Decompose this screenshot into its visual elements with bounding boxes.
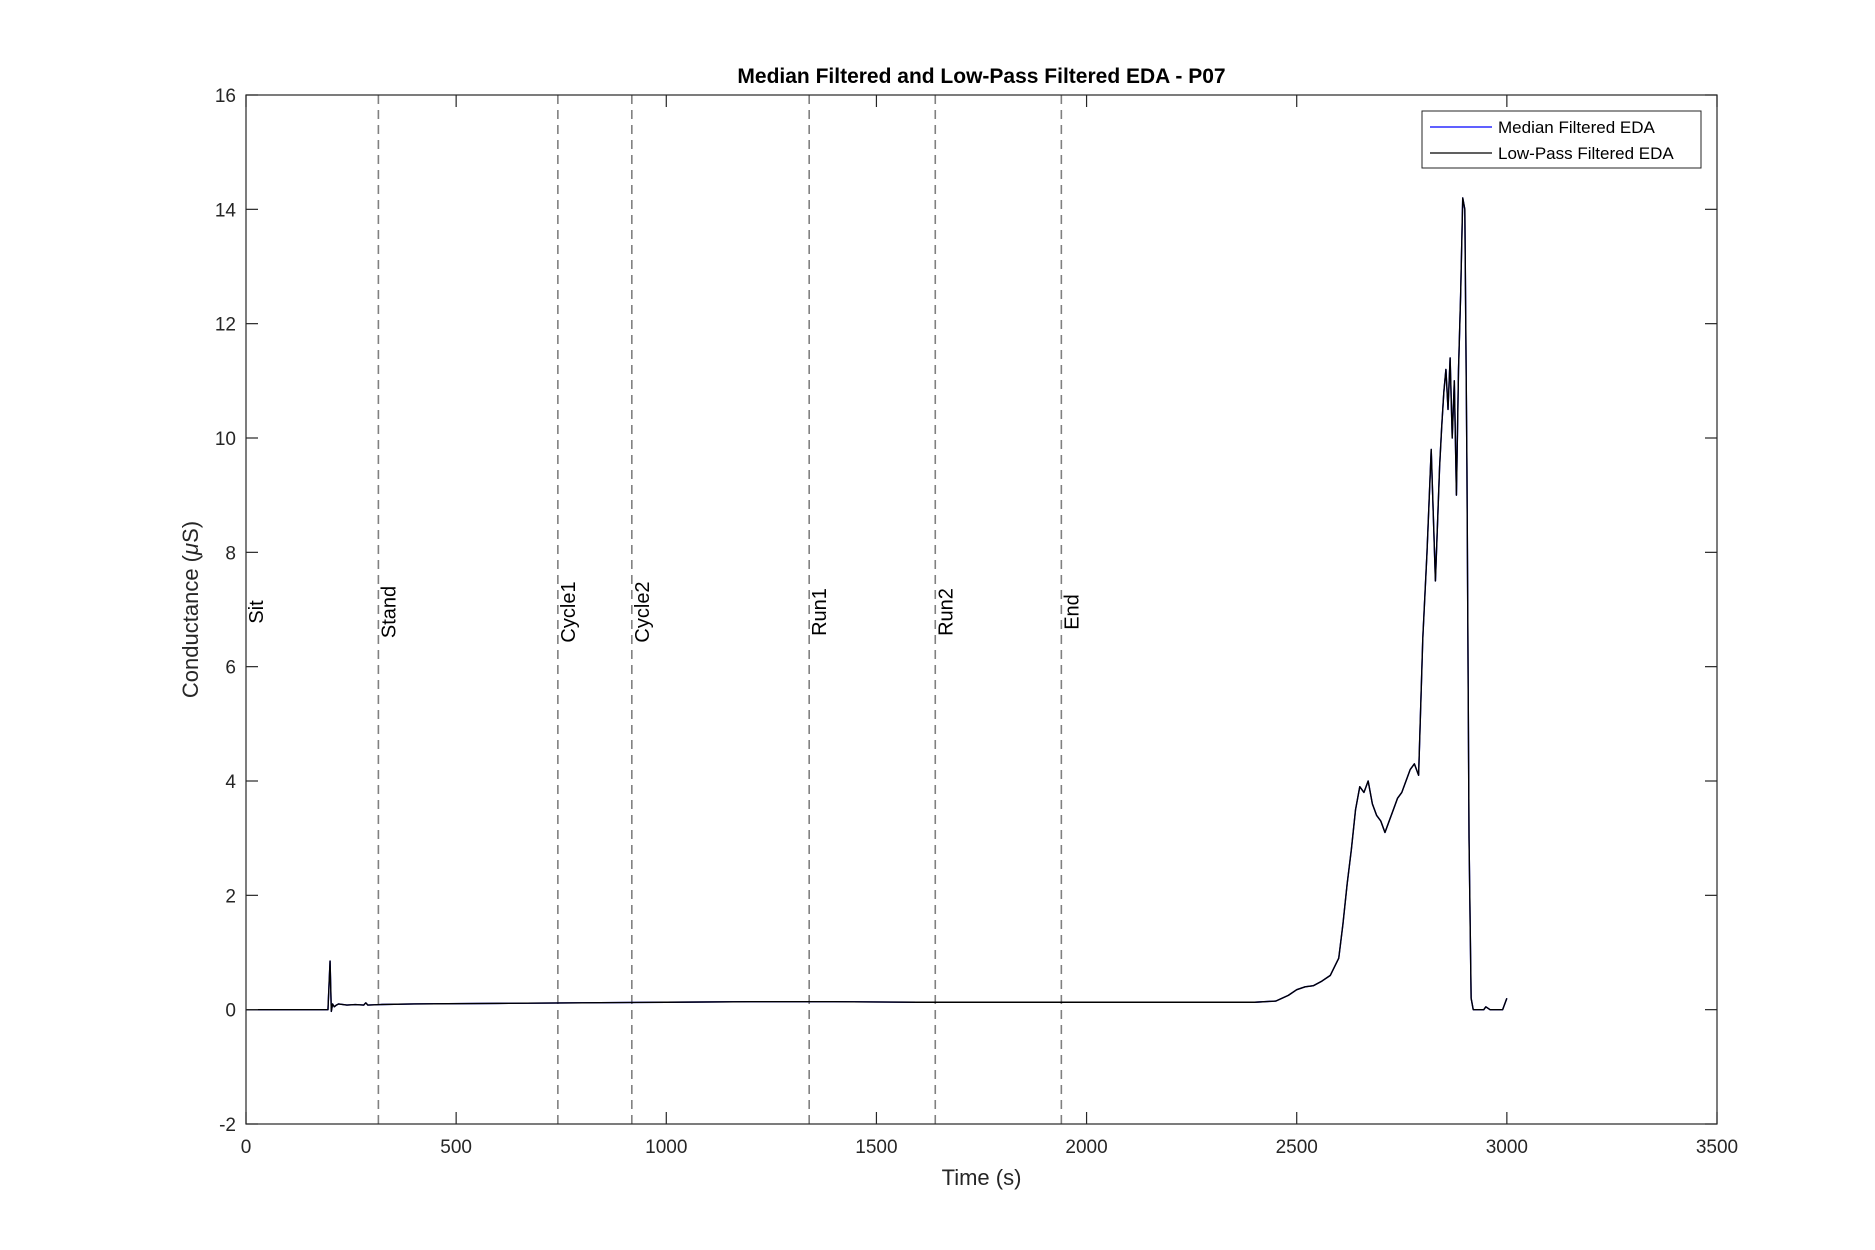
series-line-1 [246,197,1508,1013]
x-tick-label: 3000 [1486,1137,1528,1158]
x-tick-label: 0 [241,1137,252,1158]
plot-frame [245,94,1718,1125]
y-tick-label: -2 [219,1115,236,1136]
y-axis-label-prefix: Conductance ( [178,554,203,698]
plot-area [246,95,1717,1124]
chart-title: Median Filtered and Low-Pass Filtered ED… [737,65,1225,88]
x-tick-label: 1500 [855,1137,897,1158]
event-label-run2: Run2 [935,588,957,636]
y-axis-ticks: -2 0 2 4 6 8 10 12 14 16 [215,86,1717,1136]
x-tick-label: 500 [440,1137,472,1158]
event-label-end: End [1061,594,1083,630]
event-lines [377,95,1063,1124]
y-tick-label: 0 [225,1001,236,1022]
x-axis-ticks: 0 500 1000 1500 2000 2500 3000 3500 [241,95,1738,1158]
x-tick-label: 1000 [645,1137,687,1158]
x-tick-label: 2500 [1276,1137,1318,1158]
y-tick-label: 14 [215,200,237,221]
y-axis-label-symbol: μ [178,543,203,556]
event-label-run1: Run1 [809,588,831,636]
y-axis-label: Conductance (μS) [178,521,203,698]
y-tick-label: 2 [225,886,236,907]
event-label-cycle1: Cycle1 [558,581,580,642]
x-tick-label: 3500 [1696,1137,1738,1158]
y-tick-label: 12 [215,315,236,336]
y-tick-label: 10 [215,429,236,450]
series-layer [246,197,1508,1013]
legend-entry-lowpass: Low-Pass Filtered EDA [1498,144,1674,163]
legend: Median Filtered EDA Low-Pass Filtered ED… [1421,110,1702,169]
event-labels: Sit Stand Cycle1 Cycle2 Run1 Run2 End [246,581,1083,642]
legend-box [1421,110,1702,169]
event-label-sit: Sit [246,600,268,624]
y-tick-label: 8 [225,543,236,564]
y-tick-label: 6 [225,658,236,679]
x-tick-label: 2000 [1065,1137,1107,1158]
y-tick-label: 4 [225,772,236,793]
y-axis-label-suffix: S) [178,521,203,543]
event-label-cycle2: Cycle2 [632,581,654,642]
legend-entry-median: Median Filtered EDA [1498,118,1656,137]
y-tick-label: 16 [215,86,236,107]
event-label-stand: Stand [378,586,400,638]
x-axis-label: Time (s) [942,1165,1022,1190]
